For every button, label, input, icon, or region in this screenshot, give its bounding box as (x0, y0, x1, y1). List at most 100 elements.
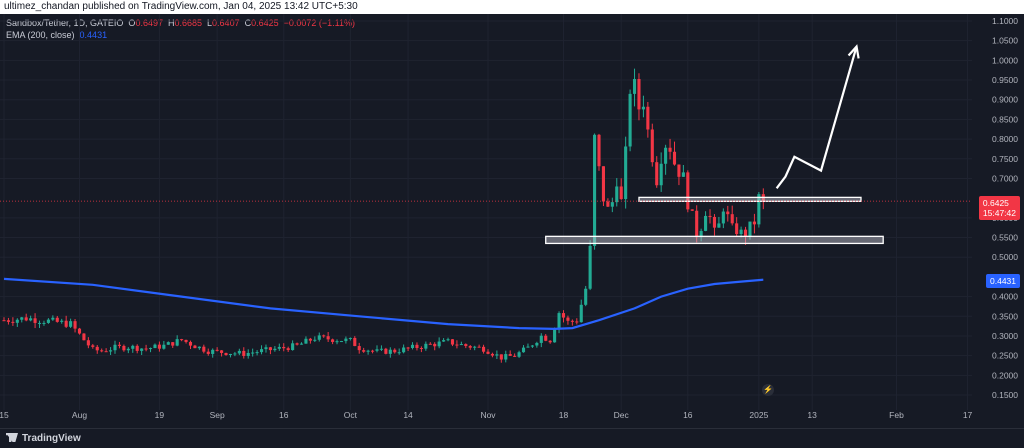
close-label: C (244, 18, 252, 28)
candle-body (499, 354, 503, 360)
x-tick-label: Oct (344, 410, 358, 420)
candle-body (726, 211, 730, 215)
candle-body (588, 245, 592, 289)
candle-body (175, 339, 179, 346)
y-tick-label: 1.0500 (992, 36, 1018, 46)
candle-body (64, 320, 68, 327)
candle-body (135, 345, 139, 351)
candle-body (188, 341, 193, 346)
high-label: H (167, 18, 175, 28)
candle-body (206, 351, 210, 354)
candle-body (211, 349, 215, 354)
candle-body (655, 162, 659, 186)
y-tick-label: 0.8000 (992, 134, 1018, 144)
candle-body (752, 221, 756, 225)
candle-body (277, 346, 281, 349)
candle-body (632, 79, 637, 94)
x-tick-label: 16 (683, 410, 693, 420)
candle-body (708, 215, 712, 217)
candle-body (610, 202, 614, 207)
x-tick-label: 13 (807, 410, 817, 420)
candle-body (33, 318, 37, 323)
candle-body (424, 343, 428, 349)
publish-banner: ultimez_chandan published on TradingView… (0, 0, 1024, 14)
candle-body (353, 337, 357, 347)
candle-body (326, 336, 330, 340)
candle-body (370, 350, 375, 352)
candle-body (615, 186, 619, 203)
candle-body (286, 348, 290, 351)
candle-body (442, 340, 446, 342)
ema-label[interactable]: EMA (200, close) (6, 30, 75, 40)
candle-body (482, 346, 486, 352)
y-tick-label: 0.9000 (992, 95, 1018, 105)
candle-body (180, 339, 184, 341)
high-value: 0.6685 (174, 18, 203, 28)
candle-body (11, 321, 15, 323)
support-zone-box (545, 235, 884, 245)
candle-body (517, 352, 521, 357)
candle-body (712, 216, 717, 228)
low-value: 0.6407 (212, 18, 240, 28)
candle-body (251, 352, 255, 354)
candle-body (570, 320, 574, 322)
candle-body (704, 215, 708, 231)
candle-body (202, 346, 206, 352)
clock-icon[interactable]: ⚡ (762, 384, 774, 396)
candle-body (544, 335, 548, 341)
candle-body (220, 350, 224, 353)
candle-body (628, 93, 632, 147)
x-tick-label: 15 (0, 410, 9, 420)
y-tick-label: 1.0000 (992, 55, 1018, 65)
y-tick-label: 0.3500 (992, 311, 1018, 321)
x-tick-label: 16 (279, 410, 289, 420)
candle-body (331, 339, 335, 342)
candle-body (699, 230, 703, 238)
candle-body (584, 288, 588, 305)
candle-body (624, 146, 628, 200)
candle-body (117, 344, 122, 346)
y-tick-label: 0.5500 (992, 233, 1018, 243)
candle-body (561, 313, 566, 318)
candle-body (6, 320, 10, 322)
candle-body (641, 106, 645, 110)
candle-body (375, 349, 379, 351)
candle-body (144, 348, 148, 350)
candle-body (650, 129, 654, 163)
candle-body (362, 350, 366, 352)
candle-body (513, 355, 517, 357)
candle-body (335, 341, 339, 343)
candle-body (51, 317, 55, 320)
candle-body (486, 351, 490, 354)
x-tick-label: 17 (963, 410, 973, 420)
x-tick-label: 18 (559, 410, 569, 420)
candle-body (228, 353, 233, 356)
candle-body (304, 338, 308, 344)
y-tick-label: 0.7000 (992, 173, 1018, 183)
candle-body (255, 352, 259, 354)
ema-line (3, 277, 764, 331)
close-value: 0.6425 (251, 18, 279, 28)
bar-countdown: 15:47:42 (982, 208, 1016, 219)
candle-body (490, 353, 494, 356)
ema-row: EMA (200, close) 0.4431 (6, 29, 355, 41)
y-tick-label: 0.3000 (992, 331, 1018, 341)
candle-body (695, 210, 699, 238)
tradingview-logo[interactable]: TradingView (6, 433, 81, 444)
price-chart[interactable]: 1.1000 1.0500 1.0000 0.9500 0.9000 0.8500 0.80… (0, 14, 1024, 428)
y-tick-label: 0.5000 (992, 252, 1018, 262)
ema-price-tag: 0.4431 (986, 273, 1020, 288)
x-tick-label: Aug (72, 410, 87, 420)
candle-body (402, 347, 406, 353)
candle-body (593, 134, 597, 246)
candle-body (69, 321, 73, 327)
open-value: 0.6497 (135, 18, 163, 28)
candle-body (264, 347, 268, 350)
candle-body (259, 349, 264, 353)
tradingview-logo-icon (6, 433, 18, 442)
symbol-label[interactable]: Sandbox/Tether, 1D, GATEIO (6, 18, 124, 28)
candle-body (29, 318, 33, 321)
candle-body (273, 348, 277, 351)
candle-body (601, 166, 606, 202)
candle-body (477, 346, 481, 348)
